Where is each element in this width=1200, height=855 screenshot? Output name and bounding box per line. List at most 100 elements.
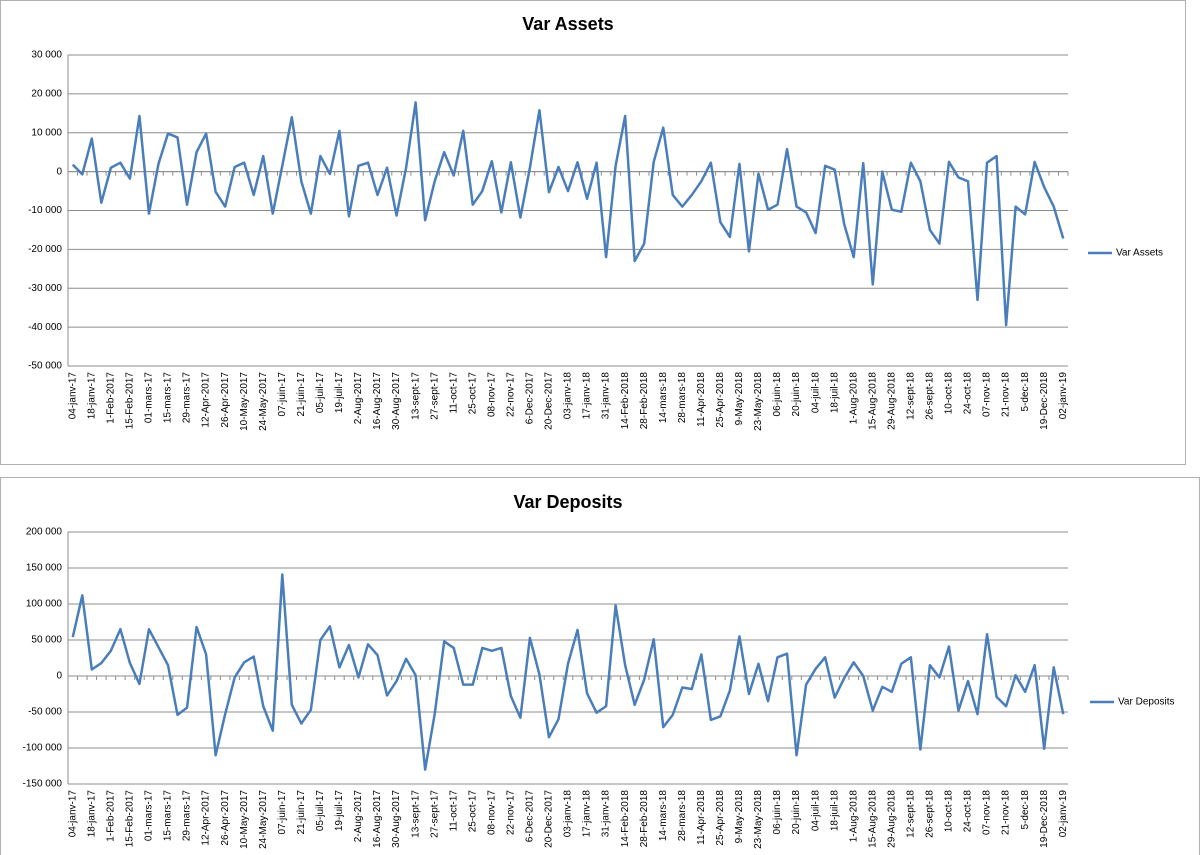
x-tick-label: 05-juil-17 bbox=[315, 372, 326, 414]
x-tick-label: 16-Aug-2017 bbox=[372, 790, 383, 848]
x-tick-label: 10-oct-18 bbox=[944, 790, 955, 833]
x-tick-label: 10-May-2017 bbox=[239, 372, 250, 431]
x-tick-label: 1-Feb-2017 bbox=[105, 372, 116, 424]
x-tick-label: 23-May-2018 bbox=[753, 372, 764, 431]
x-tick-label: 26-Apr-2017 bbox=[220, 372, 231, 428]
x-tick-label: 30-Aug-2017 bbox=[391, 790, 402, 848]
x-tick-label: 15-Aug-2018 bbox=[867, 372, 878, 430]
x-tick-label: 28-Feb-2018 bbox=[639, 372, 650, 430]
y-tick-label: -50 000 bbox=[28, 361, 62, 372]
x-tick-label: 03-janv-18 bbox=[563, 372, 574, 420]
x-tick-label: 22-nov-17 bbox=[505, 790, 516, 835]
x-tick-label: 10-May-2017 bbox=[239, 790, 250, 849]
x-tick-label: 24-May-2017 bbox=[258, 372, 269, 431]
x-tick-label: 21-juin-17 bbox=[296, 790, 307, 835]
x-tick-label: 22-nov-17 bbox=[505, 372, 516, 417]
x-tick-label: 26-Apr-2017 bbox=[220, 790, 231, 846]
x-tick-label: 29-Aug-2018 bbox=[886, 790, 897, 848]
y-tick-label: 20 000 bbox=[31, 89, 62, 100]
x-tick-label: 17-janv-18 bbox=[582, 372, 593, 420]
x-tick-label: 27-sept-17 bbox=[429, 790, 440, 838]
y-tick-label: -40 000 bbox=[28, 322, 62, 333]
x-tick-label: 06-juin-18 bbox=[772, 790, 783, 835]
y-tick-label: -100 000 bbox=[23, 743, 63, 754]
x-tick-label: 1-Aug-2018 bbox=[848, 372, 859, 425]
x-tick-label: 19-Dec-2018 bbox=[1039, 372, 1050, 430]
x-tick-label: 18-janv-17 bbox=[86, 372, 97, 420]
x-tick-label: 28-Feb-2018 bbox=[639, 790, 650, 848]
x-tick-label: 20-Dec-2017 bbox=[544, 372, 555, 430]
x-tick-label: 15-Feb-2017 bbox=[125, 790, 136, 848]
x-tick-label: 24-May-2017 bbox=[258, 790, 269, 849]
x-tick-label: 07-nov-18 bbox=[982, 372, 993, 417]
x-tick-label: 6-Dec-2017 bbox=[525, 372, 536, 425]
x-tick-label: 6-Dec-2017 bbox=[525, 790, 536, 843]
x-tick-label: 02-janv-19 bbox=[1058, 790, 1069, 838]
x-tick-label: 12-Apr-2017 bbox=[201, 372, 212, 428]
x-tick-label: 17-janv-18 bbox=[582, 790, 593, 838]
x-tick-label: 12-sept-18 bbox=[905, 372, 916, 420]
y-tick-label: -50 000 bbox=[28, 707, 62, 718]
x-tick-label: 21-juin-17 bbox=[296, 372, 307, 417]
x-tick-label: 24-oct-18 bbox=[963, 372, 974, 415]
x-tick-label: 25-oct-17 bbox=[467, 372, 478, 415]
x-tick-label: 11-oct-17 bbox=[448, 790, 459, 832]
x-tick-label: 18-juil-18 bbox=[829, 790, 840, 832]
y-tick-label: 50 000 bbox=[31, 635, 62, 646]
x-tick-label: 15-mars-17 bbox=[163, 372, 174, 424]
x-tick-label: 11-oct-17 bbox=[448, 372, 459, 414]
x-tick-label: 21-nov-18 bbox=[1001, 372, 1012, 417]
x-tick-label: 01-mars-17 bbox=[144, 790, 155, 842]
x-tick-label: 13-sept-17 bbox=[410, 372, 421, 420]
x-tick-label: 07-nov-18 bbox=[982, 790, 993, 835]
x-tick-label: 12-Apr-2017 bbox=[201, 790, 212, 846]
chart-frame bbox=[0, 0, 1186, 465]
x-tick-label: 21-nov-18 bbox=[1001, 790, 1012, 835]
x-tick-label: 15-mars-17 bbox=[163, 790, 174, 842]
y-tick-label: 0 bbox=[56, 671, 62, 682]
chart-title: Var Assets bbox=[522, 14, 613, 34]
x-tick-label: 07-juin-17 bbox=[277, 372, 288, 417]
y-tick-label: -20 000 bbox=[28, 244, 62, 255]
x-tick-label: 07-juin-17 bbox=[277, 790, 288, 835]
x-tick-label: 19-juil-17 bbox=[334, 790, 345, 832]
x-tick-label: 18-juil-18 bbox=[829, 372, 840, 414]
x-tick-label: 11-Apr-2018 bbox=[696, 790, 707, 845]
x-tick-label: 10-oct-18 bbox=[944, 372, 955, 415]
x-tick-label: 9-May-2018 bbox=[734, 372, 745, 426]
x-tick-label: 11-Apr-2018 bbox=[696, 372, 707, 427]
series-line bbox=[71, 101, 1065, 327]
x-tick-label: 27-sept-17 bbox=[429, 372, 440, 420]
x-tick-label: 5-dec-18 bbox=[1020, 372, 1031, 412]
x-tick-label: 05-juil-17 bbox=[315, 790, 326, 832]
y-tick-label: 10 000 bbox=[31, 127, 62, 138]
x-tick-label: 1-Aug-2018 bbox=[848, 790, 859, 843]
x-tick-label: 04-janv-17 bbox=[67, 790, 78, 838]
x-tick-label: 04-janv-17 bbox=[67, 372, 78, 420]
x-tick-label: 28-mars-18 bbox=[677, 372, 688, 424]
x-tick-label: 16-Aug-2017 bbox=[372, 372, 383, 430]
x-tick-label: 26-sept-18 bbox=[925, 372, 936, 420]
x-tick-label: 20-juin-18 bbox=[791, 372, 802, 417]
x-tick-label: 5-dec-18 bbox=[1020, 790, 1031, 830]
chart-title: Var Deposits bbox=[513, 492, 622, 512]
x-tick-label: 20-juin-18 bbox=[791, 790, 802, 835]
x-tick-label: 25-oct-17 bbox=[467, 790, 478, 833]
x-tick-label: 20-Dec-2017 bbox=[544, 790, 555, 848]
x-tick-label: 13-sept-17 bbox=[410, 790, 421, 838]
x-tick-label: 28-mars-18 bbox=[677, 790, 688, 842]
x-tick-label: 14-Feb-2018 bbox=[620, 790, 631, 848]
x-tick-label: 14-mars-18 bbox=[658, 372, 669, 424]
x-tick-label: 08-nov-17 bbox=[486, 372, 497, 417]
legend-label: Var Deposits bbox=[1118, 697, 1175, 708]
x-tick-label: 29-mars-17 bbox=[182, 790, 193, 842]
x-tick-label: 12-sept-18 bbox=[905, 790, 916, 838]
x-tick-label: 9-May-2018 bbox=[734, 790, 745, 844]
y-tick-label: 0 bbox=[56, 166, 62, 177]
x-tick-label: 1-Feb-2017 bbox=[105, 790, 116, 842]
legend-label: Var Assets bbox=[1116, 248, 1163, 259]
x-tick-label: 2-Aug-2017 bbox=[353, 790, 364, 843]
x-tick-label: 31-janv-18 bbox=[601, 372, 612, 420]
